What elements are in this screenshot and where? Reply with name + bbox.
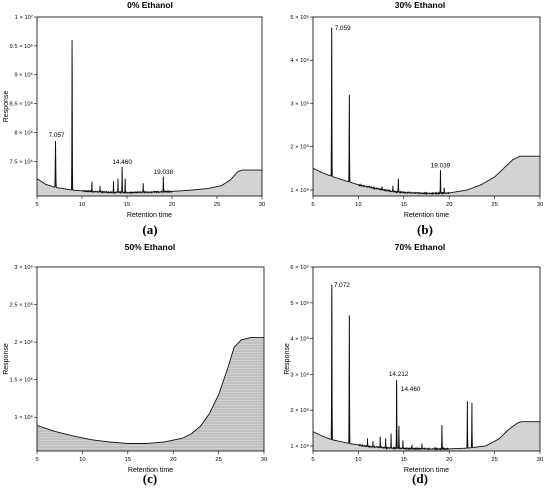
panel-title: 50% Ethanol	[125, 242, 176, 252]
chromatogram-area	[313, 27, 540, 197]
y-tick-label: 6 × 10⁶	[290, 264, 309, 271]
peak-annotation: 19.039	[431, 162, 451, 169]
plot-frame	[312, 16, 541, 197]
y-tick-label: 4 × 10⁶	[290, 57, 309, 64]
y-axis-label: Response	[3, 343, 10, 375]
y-tick-label: 2 × 10⁶	[14, 339, 33, 346]
peak-annotation: 19.038	[154, 169, 174, 176]
panel-letter: (d)	[412, 471, 428, 486]
x-axis-label: Retention time	[128, 467, 173, 474]
y-tick-label: 1.5 × 10⁶	[10, 377, 34, 384]
x-tick-label: 15	[401, 202, 407, 208]
panel-a: 5 10 15 20 25 30 7.5 × 10⁶ 8 × 10⁶ 8.5 × 10⁶ 9 × …	[3, 0, 265, 237]
y-tick-label: 2 × 10⁶	[290, 144, 309, 151]
x-axis-label: Retention time	[404, 212, 449, 219]
x-tick-label: 25	[491, 202, 497, 208]
y-tick-label: 1 × 10⁶	[290, 187, 309, 194]
x-tick-label: 30	[259, 202, 265, 208]
x-tick-label: 20	[446, 202, 452, 208]
x-tick-label: 20	[446, 457, 452, 463]
y-tick-label: 7.5 × 10⁶	[10, 158, 34, 165]
y-tick-label: 8 × 10⁶	[14, 129, 33, 136]
panel-c: 5 10 15 20 25 30 1 × 10⁶ 1.5 × 10⁶ 2 × 10⁶ 2.5 × …	[3, 242, 267, 486]
peak-annotation: 7.057	[49, 132, 65, 139]
plot-frame	[36, 16, 263, 197]
x-tick-label: 30	[537, 202, 543, 208]
panel-title: 0% Ethanol	[127, 0, 173, 10]
chromatogram-trace	[312, 284, 540, 451]
x-tick-label: 25	[215, 457, 221, 463]
y-tick-label: 2.5 × 10⁶	[10, 302, 34, 309]
chromatogram-trace	[312, 27, 540, 196]
fill-hatching	[37, 338, 264, 450]
panel-b: 5 10 15 20 25 30 1 × 10⁶ 2 × 10⁶ 3 × 10⁶ 4 × 10⁶ 5…	[290, 0, 543, 237]
y-tick-label: 5 × 10⁶	[290, 300, 309, 307]
x-axis-label: Retention time	[404, 467, 449, 474]
x-tick-label: 10	[355, 457, 361, 463]
x-tick-label: 5	[311, 202, 314, 208]
x-tick-label: 25	[214, 202, 220, 208]
plot-frame	[36, 266, 265, 452]
peak-annotation: 7.072	[334, 282, 350, 289]
panel-d: 5 10 15 20 25 30 1 × 10⁶ 2 × 10⁶ 3 × 10⁶ 4 × 10⁶ 5…	[284, 242, 543, 486]
x-tick-label: 20	[169, 202, 175, 208]
chromatogram-trace	[36, 337, 264, 444]
y-axis-label: Response	[3, 91, 10, 123]
y-tick-label: 3 × 10⁶	[14, 264, 33, 271]
panel-letter: (b)	[417, 222, 433, 237]
x-tick-label: 30	[261, 457, 267, 463]
x-axis-label: Retention time	[127, 212, 172, 219]
x-tick-label: 10	[355, 202, 361, 208]
peak-annotation: 14.212	[389, 371, 409, 378]
y-tick-label: 1 × 10⁶	[290, 443, 309, 450]
y-tick-label: 2 × 10⁶	[290, 407, 309, 414]
chromatogram-area	[37, 40, 262, 196]
y-tick-label: 4 × 10⁶	[290, 336, 309, 343]
x-tick-label: 5	[35, 457, 38, 463]
x-tick-label: 5	[35, 202, 38, 208]
y-tick-label: 8.5 × 10⁶	[10, 101, 34, 108]
x-tick-label: 15	[125, 457, 131, 463]
y-tick-label: 9 × 10⁶	[14, 72, 33, 79]
panel-letter: (a)	[142, 222, 157, 237]
y-tick-label: 3 × 10⁶	[290, 371, 309, 378]
chromatogram-area	[37, 337, 264, 451]
panel-letter: (c)	[143, 471, 157, 486]
panel-title: 70% Ethanol	[395, 242, 446, 252]
y-tick-label: 9.5 × 10⁶	[10, 43, 34, 50]
x-tick-label: 15	[401, 457, 407, 463]
peak-annotation: 14.460	[112, 159, 132, 166]
x-tick-label: 10	[79, 202, 85, 208]
x-tick-label: 15	[124, 202, 130, 208]
x-tick-label: 20	[170, 457, 176, 463]
panel-title: 30% Ethanol	[395, 0, 446, 10]
x-tick-label: 30	[537, 457, 543, 463]
chromatogram-area	[313, 284, 540, 451]
x-tick-label: 10	[79, 457, 85, 463]
y-axis-label: Response	[284, 343, 291, 375]
x-tick-label: 25	[491, 457, 497, 463]
y-tick-label: 1 × 10⁶	[14, 414, 33, 421]
peak-annotation: 14.460	[401, 386, 421, 393]
chromatogram-trace	[36, 40, 262, 195]
x-tick-label: 5	[311, 457, 314, 463]
y-tick-label: 5 × 10⁶	[290, 14, 309, 21]
peak-annotation: 7.059	[335, 25, 351, 32]
y-tick-label: 1 × 10⁷	[15, 14, 33, 21]
y-tick-label: 3 × 10⁶	[290, 100, 309, 107]
plot-frame	[312, 266, 541, 452]
